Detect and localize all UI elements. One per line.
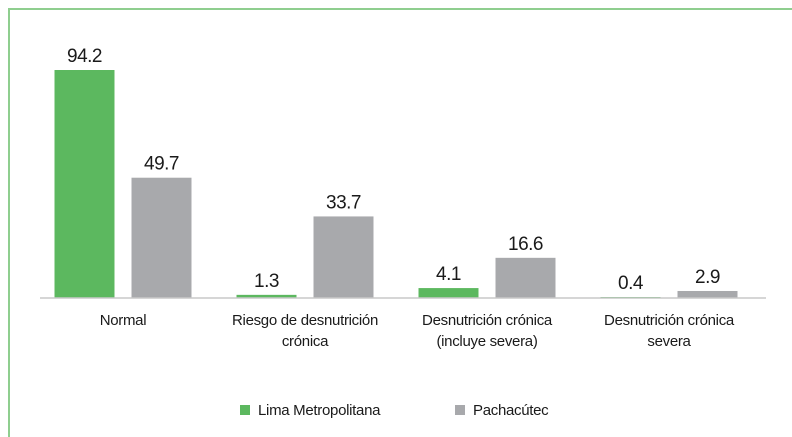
bar [677, 290, 738, 298]
legend-label: Pachacútec [473, 402, 549, 419]
bar [313, 216, 374, 298]
bar [54, 70, 115, 298]
value-label: 16.6 [508, 234, 543, 255]
value-label: 94.2 [67, 46, 102, 67]
value-label: 49.7 [144, 154, 179, 175]
value-label: 4.1 [436, 264, 461, 285]
value-label: 1.3 [254, 271, 279, 292]
value-label: 0.4 [618, 273, 644, 294]
value-label: 2.9 [695, 267, 720, 288]
x-tick-label: Riesgo de desnutrición crónica [232, 312, 378, 350]
bar [131, 177, 192, 298]
x-tick-label: Desnutrición crónica (incluye severa) [422, 312, 552, 350]
legend-swatch [455, 405, 465, 415]
value-label: 33.7 [326, 192, 361, 213]
x-tick-label: Desnutrición crónica severa [604, 312, 734, 350]
bar [236, 294, 297, 298]
legend-swatch [240, 405, 250, 415]
x-tick-label: Normal [99, 312, 147, 329]
bar [418, 288, 479, 298]
bar [495, 257, 556, 298]
chart-frame [8, 8, 792, 437]
legend-label: Lima Metropolitana [258, 402, 381, 419]
